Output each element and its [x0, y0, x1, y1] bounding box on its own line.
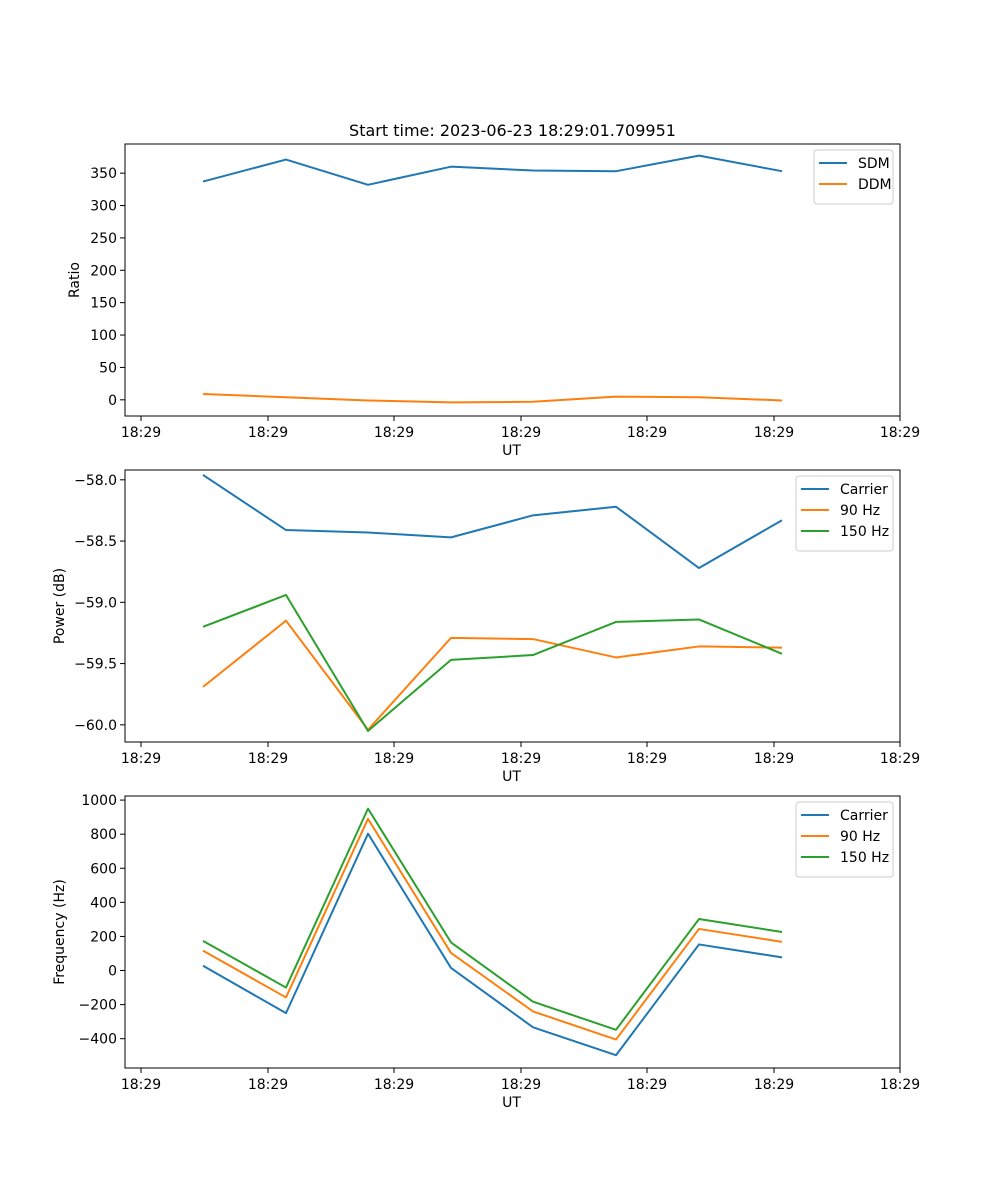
legend-label: 150 Hz [840, 850, 889, 866]
y-tick-label: −60.0 [74, 718, 117, 734]
x-axis-label: UT [502, 443, 521, 459]
x-tick-label: 18:29 [501, 751, 541, 767]
legend-label: 90 Hz [840, 829, 880, 845]
y-tick-label: 50 [99, 360, 117, 376]
x-tick-label: 18:29 [121, 751, 161, 767]
y-tick-label: −200 [79, 998, 117, 1014]
x-tick-label: 18:29 [880, 751, 920, 767]
x-tick-label: 18:29 [248, 425, 288, 441]
y-tick-label: −59.5 [74, 657, 117, 673]
y-tick-label: 1000 [81, 793, 117, 809]
series-line-150-hz [202, 807, 783, 1031]
axes-frame [124, 469, 901, 743]
x-tick-label: 18:29 [627, 425, 667, 441]
x-axis-label: UT [502, 1095, 521, 1111]
series-line-carrier [202, 832, 783, 1057]
legend: SDM DDM [813, 149, 894, 205]
y-tick-label: 200 [90, 263, 117, 279]
x-tick-label: 18:29 [374, 751, 414, 767]
chart-panel-2: −60.0 −59.5 −59.0 −58.5 −58.0 18:29 18:29 18:29… [52, 469, 920, 785]
plots-container: 0 50 100 150 200 250 300 350 18:29 18:29 18:29 18:2… [52, 143, 920, 1111]
legend-label: Carrier [840, 482, 888, 498]
x-tick-label: 18:29 [248, 751, 288, 767]
y-tick-label: −58.0 [74, 473, 117, 489]
y-tick-label: 600 [90, 861, 117, 877]
legend-label: 150 Hz [840, 524, 889, 540]
x-tick-label: 18:29 [627, 751, 667, 767]
x-tick-label: 18:29 [374, 1077, 414, 1093]
legend-label: 90 Hz [840, 503, 880, 519]
x-tick-label: 18:29 [880, 425, 920, 441]
x-tick-label: 18:29 [248, 1077, 288, 1093]
y-axis-label: Power (dB) [52, 568, 68, 644]
legend-label: Carrier [840, 808, 888, 824]
x-tick-label: 18:29 [754, 751, 794, 767]
y-tick-label: 0 [108, 393, 117, 409]
y-tick-label: −59.0 [74, 595, 117, 611]
x-axis-label: UT [502, 769, 521, 785]
x-tick-label: 18:29 [501, 425, 541, 441]
figure-title: Start time: 2023-06-23 18:29:01.709951 [349, 121, 676, 140]
axes-frame [124, 143, 901, 417]
y-axis-label: Frequency (Hz) [52, 879, 68, 985]
x-tick-label: 18:29 [880, 1077, 920, 1093]
series-line-ddm [202, 392, 783, 404]
series-line-90-hz [202, 817, 783, 1041]
series-line-90-hz [202, 619, 783, 731]
chart-panel-3: −400 −200 0 200 400 600 800 1000 18:29 18:29 18:29… [52, 793, 920, 1111]
series-line-sdm [202, 154, 783, 186]
x-tick-label: 18:29 [754, 1077, 794, 1093]
legend: Carrier 90 Hz 150 Hz [795, 801, 894, 878]
chart-panel-1: 0 50 100 150 200 250 300 350 18:29 18:29 18:29 18:2… [67, 143, 920, 459]
legend-label: SDM [858, 156, 890, 172]
series-line-150-hz [202, 593, 783, 732]
y-tick-label: 200 [90, 929, 117, 945]
x-tick-label: 18:29 [754, 425, 794, 441]
y-tick-label: 350 [90, 166, 117, 182]
legend-box [795, 801, 894, 878]
y-tick-label: −58.5 [74, 534, 117, 550]
series-line-carrier [202, 474, 783, 570]
y-tick-label: 150 [90, 296, 117, 312]
y-tick-label: 0 [108, 964, 117, 980]
y-tick-label: −400 [79, 1032, 117, 1048]
legend-box [795, 475, 894, 552]
y-tick-label: 300 [90, 199, 117, 215]
x-tick-label: 18:29 [627, 1077, 667, 1093]
axes-frame [124, 795, 901, 1069]
y-tick-label: 400 [90, 895, 117, 911]
x-tick-label: 18:29 [121, 1077, 161, 1093]
y-tick-label: 100 [90, 328, 117, 344]
legend: Carrier 90 Hz 150 Hz [795, 475, 894, 552]
legend-label: DDM [858, 177, 892, 193]
y-axis-label: Ratio [67, 262, 83, 298]
x-tick-label: 18:29 [501, 1077, 541, 1093]
y-tick-label: 250 [90, 231, 117, 247]
x-tick-label: 18:29 [374, 425, 414, 441]
x-tick-label: 18:29 [121, 425, 161, 441]
y-tick-label: 800 [90, 827, 117, 843]
